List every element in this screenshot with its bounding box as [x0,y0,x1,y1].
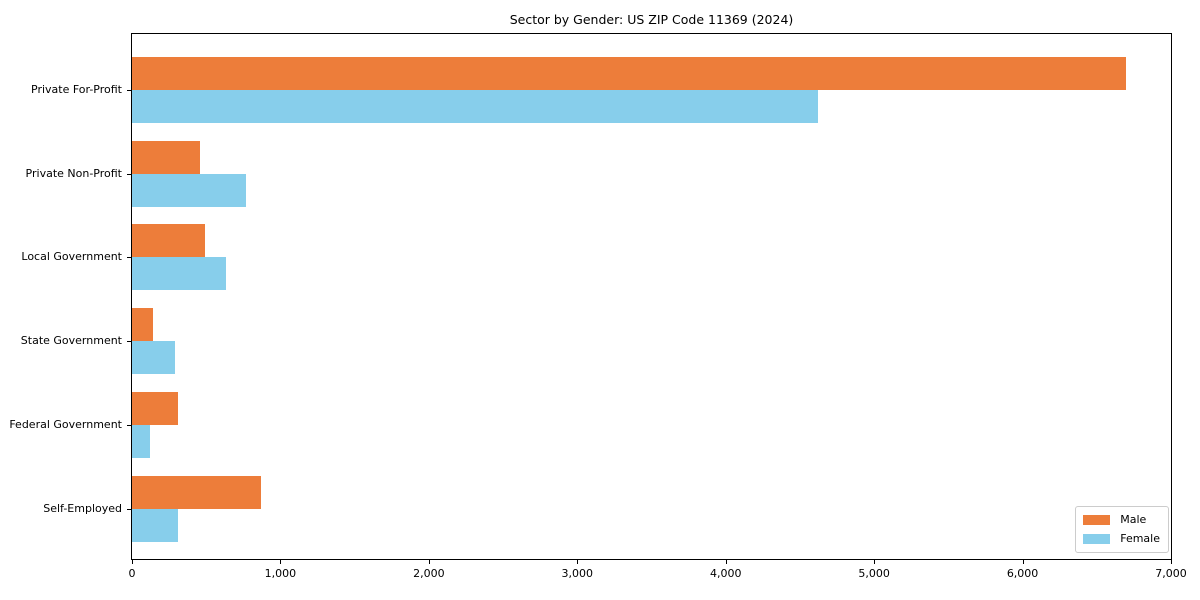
plot-area: Male Female Private For-Profit Private No… [9,33,1187,580]
x-tick-6000 [1022,560,1024,564]
bar-male-state-government [132,308,153,342]
y-label-private-for-profit: Private For-Profit [31,83,122,96]
y-label-state-government: State Government [20,334,122,348]
x-tick-7000 [1171,560,1172,564]
bar-female-private-non-profit [132,173,247,207]
x-tick-label-3000: 3,000 [561,567,594,580]
y-label-private-non-profit: Private Non-Profit [25,166,122,180]
legend-item-female: Female [1083,531,1160,547]
x-tick-label-5000: 5,000 [858,567,890,580]
y-tick-local-government [127,257,131,259]
x-tick-label-7000: 7,000 [1155,567,1187,580]
legend: Male Female [1075,506,1169,553]
y-label-federal-government: Federal Government [9,417,122,431]
bar-male-local-government [132,224,205,258]
y-label-self-employed: Self-Employed [43,501,122,515]
y-label-local-government: Local Government [21,250,122,264]
bar-male-private-non-profit [132,140,201,174]
x-tick-2000 [428,560,430,564]
y-tick-self-employed [127,508,131,510]
x-tick-0 [132,560,133,564]
x-tick-1000 [280,560,282,564]
bar-female-state-government [132,341,176,375]
legend-label-male: Male [1120,513,1147,526]
bar-male-self-employed [132,475,262,509]
legend-item-male: Male [1083,512,1160,528]
y-tick-private-for-profit [127,90,131,91]
bar-female-private-for-profit [132,90,818,123]
bar-male-private-for-profit [132,57,1127,90]
x-tick-label-4000: 4,000 [709,567,742,580]
x-tick-label-6000: 6,000 [1006,567,1039,580]
x-tick-label-2000: 2,000 [413,567,445,580]
legend-swatch-female [1083,534,1111,544]
x-tick-label-1000: 1,000 [264,567,297,580]
bar-female-local-government [132,257,226,291]
legend-swatch-male [1083,515,1111,525]
y-tick-private-non-profit [127,173,131,175]
x-tick-label-0: 0 [128,567,136,580]
x-tick-5000 [874,560,876,564]
y-tick-federal-government [127,424,131,426]
y-tick-state-government [127,341,131,343]
bar-female-self-employed [132,508,178,542]
x-tick-3000 [577,560,579,564]
bar-male-federal-government [132,391,178,425]
x-tick-4000 [725,560,727,564]
legend-label-female: Female [1120,532,1160,545]
chart-title: Sector by Gender: US ZIP Code 11369 (202… [509,12,794,27]
bar-female-federal-government [132,424,150,458]
